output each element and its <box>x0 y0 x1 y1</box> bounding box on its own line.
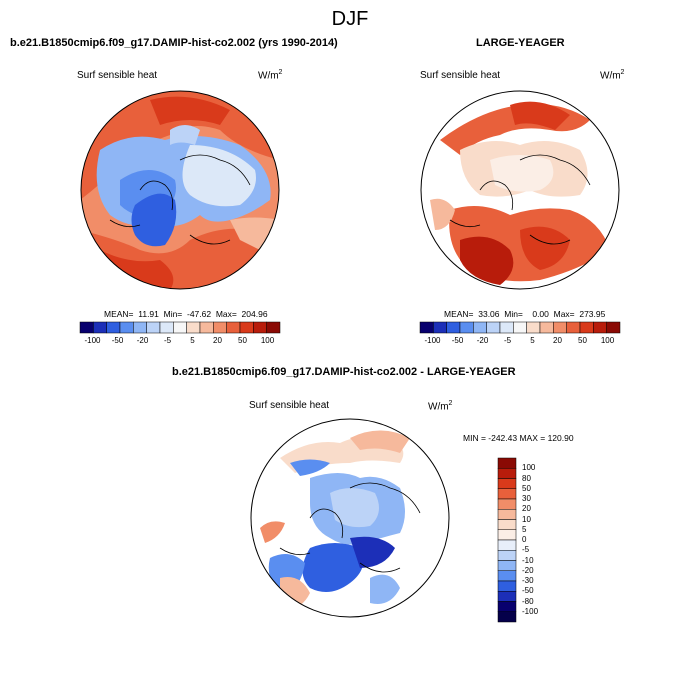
colorbar-tick-label: 50 <box>238 336 247 345</box>
colorbar-swatch <box>473 321 487 334</box>
panel-1-colorbar-ticks: -100 -50 -20 -5 5 20 50 100 <box>80 336 280 348</box>
colorbar-swatch <box>486 321 501 334</box>
colorbar-swatch <box>146 321 161 334</box>
panel-3-variable-label: Surf sensible heat <box>249 400 330 411</box>
colorbar-swatch <box>497 529 517 541</box>
colorbar-swatch <box>459 321 474 334</box>
colorbar-tick-label: -30 <box>522 576 534 585</box>
colorbar-tick-label: 5 <box>522 524 527 534</box>
colorbar-tick-label: -10 <box>522 555 534 565</box>
colorbar-swatch <box>419 321 434 334</box>
colorbar-swatch <box>606 321 621 334</box>
panel-3-title: b.e21.B1850cmip6.f09_g17.DAMIP-hist-co2.… <box>172 366 516 378</box>
colorbar-swatch <box>119 321 134 334</box>
colorbar-swatch <box>497 591 517 602</box>
colorbar-tick-label: 100 <box>522 463 536 473</box>
colorbar-swatch <box>173 321 187 334</box>
colorbar-tick-label: -20 <box>476 336 489 345</box>
colorbar-swatch <box>446 321 461 334</box>
colorbar-swatch <box>553 321 567 334</box>
colorbar-swatch <box>266 321 281 334</box>
panel-3-stats: MIN = -242.43 MAX = 120.90 <box>463 433 574 443</box>
colorbar-swatch <box>226 321 241 334</box>
panel-2-units: W/m2 <box>600 69 625 82</box>
panel-2-title: LARGE-YEAGER <box>476 37 565 49</box>
colorbar-swatch <box>497 468 517 479</box>
colorbar-tick-label: 50 <box>578 336 587 345</box>
panel-1-polar-map <box>80 90 280 290</box>
colorbar-swatch <box>253 321 267 334</box>
colorbar-swatch <box>497 611 517 623</box>
colorbar-swatch <box>497 519 517 530</box>
colorbar-swatch <box>497 539 517 551</box>
colorbar-tick-label: 100 <box>600 336 615 345</box>
colorbar-swatch <box>433 321 447 334</box>
colorbar-tick-label: -80 <box>522 596 534 606</box>
colorbar-tick-label: -5 <box>503 336 512 345</box>
panel-3-colorbar <box>497 457 517 623</box>
colorbar-swatch <box>499 321 514 334</box>
colorbar-tick-label: -5 <box>522 545 530 555</box>
colorbar-tick-label: -50 <box>522 586 534 596</box>
colorbar-swatch <box>497 457 517 469</box>
colorbar-tick-label: -5 <box>163 336 172 345</box>
colorbar-swatch <box>213 321 227 334</box>
colorbar-tick-label: 80 <box>522 473 531 483</box>
panel-2-polar-map <box>420 90 620 290</box>
colorbar-tick-label: -100 <box>424 336 441 345</box>
panel-1-variable-label: Surf sensible heat <box>77 70 158 81</box>
colorbar-tick-label: -50 <box>111 336 124 345</box>
panel-2-stats: MEAN= 33.06 Min= 0.00 Max= 273.95 <box>444 309 606 319</box>
colorbar-tick-label: 50 <box>522 483 531 493</box>
colorbar-swatch <box>239 321 254 334</box>
colorbar-tick-label: -100 <box>522 606 539 616</box>
colorbar-swatch <box>497 509 517 520</box>
panel-1-stats: MEAN= 11.91 Min= -47.62 Max= 204.96 <box>104 309 268 319</box>
colorbar-swatch <box>526 321 541 334</box>
colorbar-tick-label: -20 <box>522 565 534 575</box>
colorbar-tick-label: -50 <box>451 336 464 345</box>
panel-1-title: b.e21.B1850cmip6.f09_g17.DAMIP-hist-co2.… <box>10 37 338 49</box>
page-title: DJF <box>331 8 369 30</box>
colorbar-tick-label: 100 <box>260 336 275 345</box>
colorbar-swatch <box>199 321 214 334</box>
colorbar-tick-label: 5 <box>190 336 195 345</box>
colorbar-swatch <box>566 321 581 334</box>
colorbar-tick-label: -20 <box>136 336 149 345</box>
panel-3-colorbar-labels: 100 80 50 30 20 10 5 0 -5 -10 -20 -30 -50 -80 -100 <box>522 458 562 622</box>
colorbar-tick-label: 20 <box>553 336 562 345</box>
colorbar-tick-label: 5 <box>530 336 535 345</box>
colorbar-swatch <box>497 580 517 592</box>
colorbar-swatch <box>186 321 201 334</box>
colorbar-swatch <box>593 321 607 334</box>
colorbar-swatch <box>497 601 517 612</box>
colorbar-swatch <box>79 321 94 334</box>
colorbar-swatch <box>513 321 527 334</box>
colorbar-swatch <box>497 478 517 489</box>
panel-2-colorbar-ticks: -100 -50 -20 -5 5 20 50 100 <box>420 336 620 348</box>
colorbar-swatch <box>497 488 517 500</box>
colorbar-swatch <box>497 550 517 561</box>
colorbar-tick-label: 10 <box>522 514 531 524</box>
colorbar-tick-label: 30 <box>522 494 531 503</box>
panel-2-colorbar <box>419 321 621 334</box>
colorbar-tick-label: 20 <box>213 336 222 345</box>
colorbar-swatch <box>106 321 121 334</box>
colorbar-tick-label: 0 <box>522 535 527 544</box>
colorbar-swatch <box>93 321 107 334</box>
colorbar-swatch <box>133 321 147 334</box>
panel-3-units: W/m2 <box>428 400 453 413</box>
colorbar-tick-label: -100 <box>84 336 101 345</box>
colorbar-swatch <box>539 321 554 334</box>
colorbar-swatch <box>497 498 517 510</box>
panel-2-variable-label: Surf sensible heat <box>420 70 501 81</box>
colorbar-tick-label: 20 <box>522 504 531 514</box>
colorbar-swatch <box>159 321 174 334</box>
colorbar-swatch <box>497 560 517 571</box>
colorbar-swatch <box>497 570 517 582</box>
panel-1-colorbar <box>79 321 281 334</box>
panel-3-polar-map <box>250 418 450 618</box>
panel-1-units: W/m2 <box>258 69 283 82</box>
colorbar-swatch <box>579 321 594 334</box>
